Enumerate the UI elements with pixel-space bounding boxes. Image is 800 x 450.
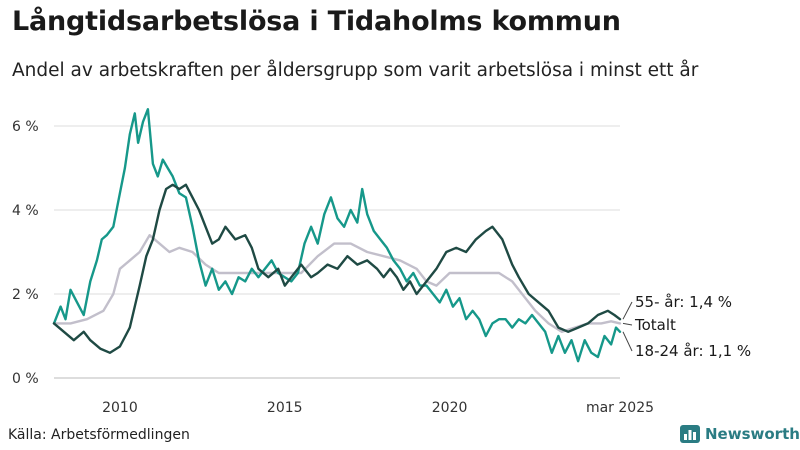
brand-logo: Newsworthy [680, 425, 800, 443]
leader-line-18-24 [622, 331, 633, 352]
leader-line-Totalt [622, 322, 633, 326]
x-tick-label: 2015 [267, 400, 303, 416]
end-label-18-24: 18-24 år: 1,1 % [635, 342, 751, 360]
x-axis-ticks: 2010 2015 2020 mar 2025 [102, 400, 654, 416]
series-line-Totalt [52, 234, 622, 333]
source-note: Källa: Arbetsförmedlingen [8, 427, 190, 443]
y-tick-label: 2 % [12, 287, 39, 303]
bar-chart-icon [680, 425, 700, 443]
y-axis-ticks: 0 % 2 % 4 % 6 % [12, 119, 39, 387]
series-line-55- [52, 183, 622, 354]
page-subtitle: Andel av arbetskraften per åldersgrupp s… [12, 60, 699, 81]
x-tick-label: 2010 [102, 400, 138, 416]
y-tick-label: 6 % [12, 119, 39, 135]
series-line-18-24 [52, 108, 622, 363]
series-lines [52, 108, 622, 363]
end-label-Totalt: Totalt [634, 316, 676, 334]
x-tick-label: mar 2025 [586, 400, 654, 416]
brand-name: Newsworthy [705, 425, 800, 443]
end-label-55-: 55- år: 1,4 % [635, 293, 732, 311]
y-tick-label: 0 % [12, 371, 39, 387]
series-end-labels: 55- år: 1,4 % Totalt 18-24 år: 1,1 % [622, 293, 751, 360]
leader-line-55- [622, 301, 633, 320]
page-title: Långtidsarbetslösa i Tidaholms kommun [12, 6, 621, 37]
x-tick-label: 2020 [432, 400, 468, 416]
y-tick-label: 4 % [12, 203, 39, 219]
